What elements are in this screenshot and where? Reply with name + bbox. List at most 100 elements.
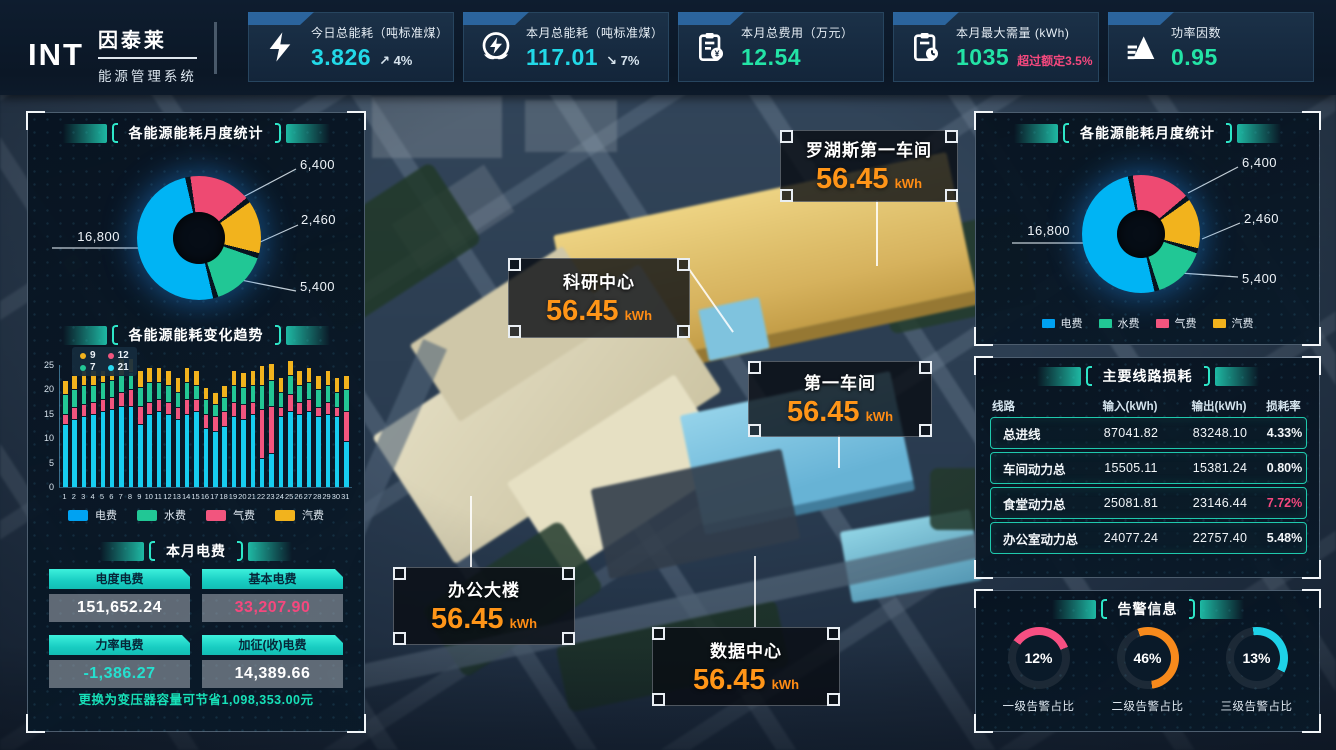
map-label-workshop-rohus[interactable]: 罗湖斯第一车间 56.45 kWh (780, 130, 958, 202)
bar-segment (288, 375, 293, 395)
bar-segment (325, 414, 330, 487)
gauge-percent: 13% (1242, 650, 1271, 666)
bar-segment (278, 407, 284, 417)
bar-segment (278, 378, 284, 392)
bar-segment (344, 412, 349, 441)
x-tick: 19 (228, 492, 238, 501)
leader-line (470, 496, 472, 567)
alarm-gauges: 12% 一级告警占比 46% 二级告警占比 13% 三级告警占比 (984, 627, 1311, 714)
bar-segment (288, 395, 293, 412)
map-label-data-center[interactable]: 数据中心 56.45 kWh (652, 627, 840, 706)
x-tick: 15 (191, 492, 200, 501)
bar-segment (241, 387, 246, 405)
bill-item-value: 151,652.24 (49, 594, 190, 622)
kpi-label: 本月最大需量 (kWh) (956, 25, 1070, 40)
trend-bars (60, 358, 352, 487)
bar-day-17 (213, 392, 218, 487)
building-name: 科研中心 (563, 273, 635, 292)
y-tick: 15 (43, 408, 54, 419)
building-name: 数据中心 (710, 641, 782, 661)
map-label-office-building[interactable]: 办公大楼 56.45 kWh (393, 567, 575, 645)
legend-item-电费[interactable]: 电费 (68, 507, 117, 523)
section-title-monthly-energy-right: 各能源能耗月度统计 (976, 123, 1319, 143)
col-header-line: 线路 (992, 401, 1015, 413)
energy-unit: kWh (894, 176, 923, 191)
x-tick: 24 (275, 492, 284, 501)
table-row-office-power: 办公室动力总 24077.24 22757.40 5.48% (990, 522, 1307, 554)
tooltip-item: 7 (80, 362, 96, 373)
bar-segment (166, 385, 171, 402)
bar-segment (100, 370, 105, 383)
bar-segment (119, 407, 124, 487)
legend-item-汽费[interactable]: 汽费 (275, 507, 324, 523)
bar-segment (109, 397, 115, 409)
bar-day-25 (288, 360, 293, 487)
col-header-input: 输入(kWh) (1102, 401, 1158, 413)
bar-segment (334, 417, 340, 487)
energy-unit: kWh (771, 676, 800, 692)
trend-tooltip: 9 12 7 21 (72, 347, 137, 376)
section-title-trend: 各能源能耗变化趋势 (28, 325, 364, 345)
x-tick: 4 (90, 492, 95, 501)
donut-hole (1117, 210, 1165, 258)
bar-day-8 (128, 358, 134, 487)
app-subtitle: 能源管理系统 (97, 69, 197, 84)
x-tick: 16 (200, 492, 210, 501)
col-header-loss: 损耗率 (1266, 401, 1301, 413)
building-name: 罗湖斯第一车间 (806, 141, 932, 160)
bar-day-10 (147, 367, 152, 487)
bill-item-surcharge: 加征(收)电费 14,389.66 (202, 635, 343, 688)
bar-segment (316, 390, 321, 407)
kpi-value: 12.54 (741, 43, 802, 70)
bar-day-2 (72, 375, 77, 487)
bill-item-header: 基本电费 (202, 569, 343, 589)
bill-item-value: 33,207.90 (202, 594, 343, 622)
line-output: 83248.10 (1192, 426, 1248, 440)
bar-segment (72, 375, 77, 390)
section-title-monthly-energy: 各能源能耗月度统计 (28, 123, 364, 143)
map-label-research-center[interactable]: 科研中心 56.45 kWh (508, 258, 690, 338)
x-tick: 26 (294, 492, 303, 501)
legend-item-气费[interactable]: 气费 (206, 507, 255, 523)
alarm-gauge-level3: 13% 三级告警占比 (1221, 627, 1293, 714)
bar-segment (138, 387, 143, 407)
bar-segment (147, 383, 152, 402)
bar-segment (213, 431, 218, 487)
bar-segment (184, 400, 190, 414)
bar-segment (297, 385, 302, 402)
x-tick: 1 (62, 492, 67, 501)
x-tick: 7 (118, 492, 123, 501)
bar-segment (250, 402, 255, 414)
energy-unit: kWh (624, 308, 653, 323)
x-tick: 14 (182, 492, 191, 501)
bar-segment (63, 380, 68, 395)
bill-item-header: 力率电费 (49, 635, 190, 655)
map-label-workshop-one[interactable]: 第一车间 56.45 kWh (748, 361, 932, 437)
corner-tab (678, 12, 744, 25)
legend-item-气费[interactable]: 气费 (1155, 315, 1197, 331)
bar-segment (334, 392, 340, 407)
bar-segment (241, 373, 246, 387)
energy-value: 56.45 (430, 603, 504, 635)
legend-item-水费[interactable]: 水费 (137, 507, 186, 523)
bar-segment (63, 424, 68, 487)
bar-segment (203, 400, 209, 414)
bar-segment (231, 417, 237, 487)
bar-segment (100, 400, 105, 412)
legend-item-水费[interactable]: 水费 (1098, 315, 1140, 331)
kpi-value: 0.95 (1171, 43, 1218, 70)
bar-day-13 (175, 377, 180, 487)
bar-segment (63, 414, 68, 424)
x-tick: 10 (144, 492, 153, 501)
loss-table-header: 线路 输入(kWh) 输出(kWh) 损耗率 (992, 398, 1305, 414)
bar-segment (91, 414, 96, 487)
line-loss-rate: 7.72% (1266, 496, 1303, 510)
line-name: 总进线 (1003, 427, 1041, 442)
right-panel-alarms: 告警信息 12% 一级告警占比 46% 二级告警占比 13% 三级告警占比 (974, 589, 1321, 733)
donut-callout-water: 5,400 (1242, 271, 1278, 286)
legend-item-电费[interactable]: 电费 (1041, 315, 1083, 331)
legend-item-汽费[interactable]: 汽费 (1212, 315, 1254, 331)
bar-segment (344, 390, 349, 412)
bar-day-22 (259, 365, 265, 487)
bar-segment (147, 368, 152, 383)
